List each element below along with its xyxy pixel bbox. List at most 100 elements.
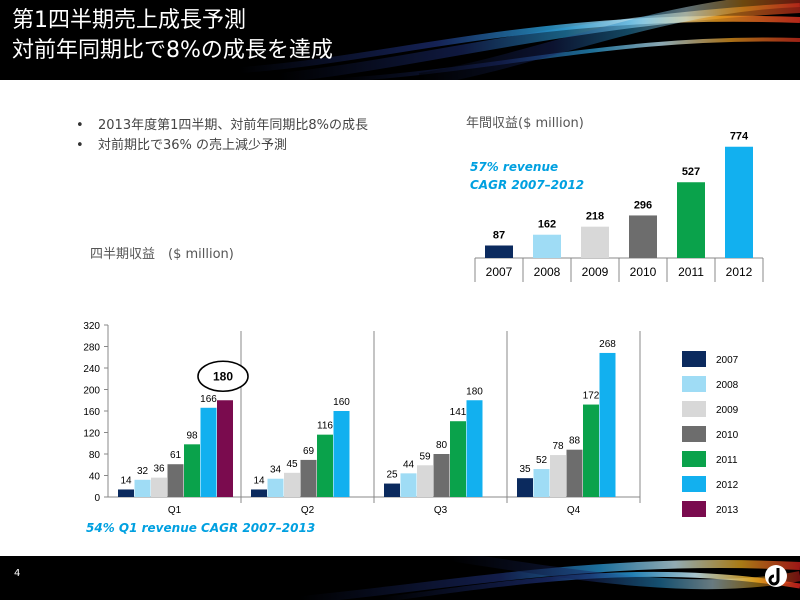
bar-Q1-2009 — [151, 477, 167, 497]
x-tick-label: 2007 — [486, 265, 513, 279]
annual-revenue-chart: 87 2007 162 2008 218 2009 296 2010 527 2011 774 201… — [474, 131, 764, 282]
data-label: 98 — [186, 430, 198, 441]
title-line-2: 対前年同期比で8%の成長を達成 — [12, 38, 333, 63]
data-label: 166 — [200, 394, 217, 405]
bar-Q4-2009 — [550, 455, 566, 497]
bar-2008 — [533, 234, 561, 258]
x-tick-label: Q2 — [301, 505, 315, 516]
bar-Q1-2008 — [134, 479, 151, 497]
quarterly-chart-title: 四半期収益 ($ million) — [90, 247, 234, 262]
y-tick-label: 280 — [83, 343, 100, 354]
data-label: 218 — [586, 211, 604, 223]
data-label: 52 — [536, 455, 548, 466]
data-label: 162 — [538, 219, 556, 231]
page-title: 第1四半期売上成長予測 対前年同期比で8%の成長を達成 — [12, 6, 333, 66]
bar-Q3-2009 — [417, 465, 433, 497]
data-label: 527 — [682, 166, 700, 178]
y-tick-label: 40 — [89, 472, 101, 483]
data-label: 34 — [270, 465, 282, 476]
bullet-item: • 対前期比で36% の売上減少予測 — [76, 136, 368, 156]
x-tick-label: Q4 — [567, 505, 581, 516]
bar-Q2-2008 — [267, 478, 284, 497]
y-tick-label: 160 — [83, 407, 100, 418]
x-tick-label: Q3 — [434, 505, 448, 516]
callout-ellipse — [197, 360, 249, 393]
data-label: 35 — [519, 464, 531, 475]
data-label: 61 — [170, 450, 182, 461]
bar-Q3-2010 — [433, 454, 450, 497]
legend-swatch-2008 — [682, 376, 706, 392]
bar-Q4-2007 — [517, 478, 533, 497]
data-label: 69 — [303, 446, 315, 457]
x-tick-label: 2009 — [582, 265, 609, 279]
bar-2007 — [485, 245, 513, 258]
data-label: 268 — [599, 339, 616, 350]
x-tick-label: 2008 — [534, 265, 561, 279]
bar-Q4-2011 — [583, 404, 599, 497]
bar-2012 — [725, 146, 753, 258]
bar-Q2-2011 — [317, 434, 333, 497]
bar-Q3-2007 — [384, 483, 400, 497]
data-label: 80 — [436, 440, 448, 451]
y-tick-label: 320 — [83, 321, 100, 332]
bar-Q1-2013 — [217, 400, 233, 497]
y-tick-label: 0 — [94, 493, 100, 504]
page-number: 4 — [14, 568, 21, 579]
bar-Q1-2010 — [167, 464, 184, 497]
legend-label: 2007 — [716, 355, 739, 366]
bar-Q4-2012 — [599, 352, 616, 497]
bar-Q1-2012 — [200, 407, 217, 497]
decorative-swirl — [299, 556, 800, 600]
bullet-item: • 2013年度第1四半期、対前年同期比8%の成長 — [76, 116, 368, 136]
data-label: 78 — [552, 441, 564, 452]
legend-swatch-2007 — [682, 351, 706, 367]
data-label: 88 — [569, 436, 581, 447]
bullet-icon: • — [76, 138, 84, 153]
bar-Q3-2011 — [450, 421, 466, 497]
data-label: 45 — [286, 459, 298, 470]
data-label: 160 — [333, 397, 350, 408]
decorative-swirl — [240, 0, 800, 80]
quarterly-revenue-chart: 0 40 80 120 160 200 240 280 320 14 32 36 61 98 166 Q1 14… — [83, 321, 641, 516]
chart-legend: 2007 2008 2009 2010 2011 2012 2013 — [682, 351, 739, 517]
y-tick-label: 80 — [89, 450, 101, 461]
bar-2009 — [581, 226, 609, 258]
x-tick-label: 2010 — [630, 265, 657, 279]
legend-label: 2011 — [716, 455, 738, 466]
data-label: 44 — [403, 459, 415, 470]
legend-label: 2012 — [716, 480, 739, 491]
legend-label: 2009 — [716, 405, 739, 416]
data-label: 36 — [153, 464, 165, 475]
data-label: 87 — [493, 229, 505, 241]
bar-Q2-2009 — [284, 472, 300, 497]
y-tick-label: 200 — [83, 386, 100, 397]
legend-swatch-2012 — [682, 476, 706, 492]
bar-Q2-2007 — [251, 489, 267, 497]
bullet-list: • 2013年度第1四半期、対前年同期比8%の成長 • 対前期比で36% の売上減少… — [76, 116, 368, 156]
bar-Q1-2011 — [184, 444, 200, 497]
legend-label: 2013 — [716, 505, 739, 516]
bar-Q2-2012 — [333, 411, 350, 497]
bullet-icon: • — [76, 118, 84, 133]
legend-swatch-2013 — [682, 501, 706, 517]
x-tick-label: 2011 — [678, 265, 704, 279]
y-tick-label: 240 — [83, 364, 100, 375]
data-label: 32 — [137, 466, 149, 477]
callout-label: 180 — [213, 369, 233, 383]
bar-Q2-2010 — [300, 459, 317, 497]
y-tick-label: 120 — [83, 429, 100, 440]
footer-banner — [0, 556, 800, 600]
bar-Q4-2008 — [533, 469, 550, 497]
bar-2010 — [629, 215, 657, 258]
data-label: 14 — [253, 475, 265, 486]
header-banner: 第1四半期売上成長予測 対前年同期比で8%の成長を達成 — [0, 0, 800, 80]
bar-2011 — [677, 182, 705, 258]
data-label: 116 — [317, 421, 333, 432]
data-label: 59 — [419, 451, 431, 462]
title-line-1: 第1四半期売上成長予測 — [12, 8, 246, 33]
data-label: 296 — [634, 199, 652, 211]
legend-swatch-2010 — [682, 426, 706, 442]
bar-Q4-2010 — [566, 449, 583, 497]
bar-Q1-2007 — [118, 489, 134, 497]
quarterly-cagr-annotation: 54% Q1 revenue CAGR 2007–2013 — [86, 521, 316, 535]
